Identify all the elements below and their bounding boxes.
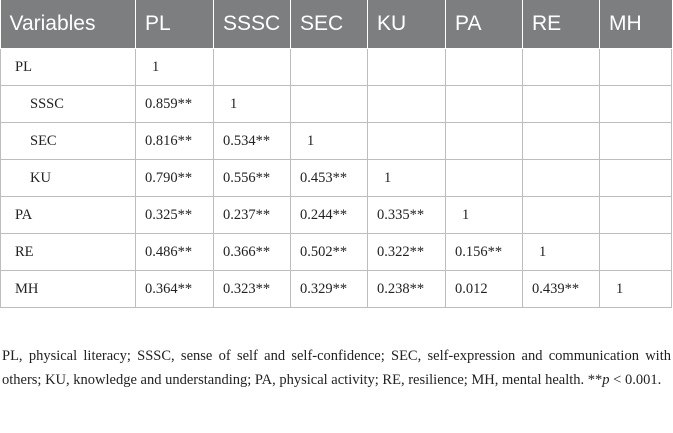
table-cell: 0.322** [367,233,446,271]
table-cell [445,122,523,160]
table-cell [522,196,600,234]
row-label: PL [0,48,136,86]
table-cell [599,48,672,86]
table-cell: 0.439** [522,270,600,308]
table-cell [599,122,672,160]
table-row: PL 1 [0,48,672,86]
table-cell: 1 [367,159,446,197]
table-cell: 0.366** [213,233,291,271]
header-cell-pl: PL [135,0,214,49]
table-cell: 1 [135,48,214,86]
table-row: KU 0.790** 0.556** 0.453** 1 [0,159,672,197]
table-cell [599,233,672,271]
table-cell [445,48,523,86]
table-cell: 0.329** [290,270,368,308]
table-cell: 0.244** [290,196,368,234]
row-label: SSSC [0,85,136,123]
table-cell: 0.556** [213,159,291,197]
table-cell [445,85,523,123]
table-cell [599,85,672,123]
table-cell: 0.237** [213,196,291,234]
table-cell: 0.816** [135,122,214,160]
table-cell [290,85,368,123]
table-cell [290,48,368,86]
footnote-p-symbol: p [602,372,610,388]
header-cell-sec: SEC [290,0,368,49]
header-cell-ku: KU [367,0,446,49]
table-cell: 0.012 [445,270,523,308]
table-cell: 1 [445,196,523,234]
table-row: PA 0.325** 0.237** 0.244** 0.335** 1 [0,196,672,234]
table-cell [445,159,523,197]
table-header: Variables PL SSSC SEC KU PA RE MH [0,0,672,49]
table-cell [522,48,600,86]
header-row: Variables PL SSSC SEC KU PA RE MH [0,0,672,49]
correlation-table: Variables PL SSSC SEC KU PA RE MH PL 1 SSS… [0,0,672,308]
table-cell: 1 [213,85,291,123]
table-cell: 0.238** [367,270,446,308]
table-cell: 0.534** [213,122,291,160]
row-label: RE [0,233,136,271]
table-cell: 0.335** [367,196,446,234]
table-cell [599,159,672,197]
header-cell-sssc: SSSC [213,0,291,49]
table-cell: 0.859** [135,85,214,123]
row-label: KU [0,159,136,197]
table-cell: 1 [522,233,600,271]
table-cell: 0.156** [445,233,523,271]
table-cell [599,196,672,234]
table-row: RE 0.486** 0.366** 0.502** 0.322** 0.156** 1 [0,233,672,271]
header-cell-mh: MH [599,0,672,49]
table-cell: 0.364** [135,270,214,308]
table-cell: 0.486** [135,233,214,271]
table-cell [522,85,600,123]
header-cell-pa: PA [445,0,523,49]
table-cell [213,48,291,86]
table-row: SSSC 0.859** 1 [0,85,672,123]
table-cell: 0.790** [135,159,214,197]
table-body: PL 1 SSSC 0.859** 1 SEC 0.816** 0.534** 1 KU 0.790… [0,48,672,308]
table-cell [367,85,446,123]
table-cell [367,122,446,160]
table-cell: 0.502** [290,233,368,271]
table-cell [522,122,600,160]
header-cell-re: RE [522,0,600,49]
table-cell [522,159,600,197]
table-footnote: PL, physical literacy; SSSC, sense of se… [2,344,671,392]
footnote-text: PL, physical literacy; SSSC, sense of se… [2,348,671,388]
row-label: PA [0,196,136,234]
footnote-p-threshold: < 0.001. [609,372,662,388]
header-cell-variables: Variables [0,0,136,49]
table-cell: 0.453** [290,159,368,197]
table-row: SEC 0.816** 0.534** 1 [0,122,672,160]
table-cell [367,48,446,86]
table-cell: 0.323** [213,270,291,308]
table-row: MH 0.364** 0.323** 0.329** 0.238** 0.012 0.439… [0,270,672,308]
row-label: SEC [0,122,136,160]
table-cell: 1 [599,270,672,308]
table-cell: 0.325** [135,196,214,234]
row-label: MH [0,270,136,308]
table-cell: 1 [290,122,368,160]
